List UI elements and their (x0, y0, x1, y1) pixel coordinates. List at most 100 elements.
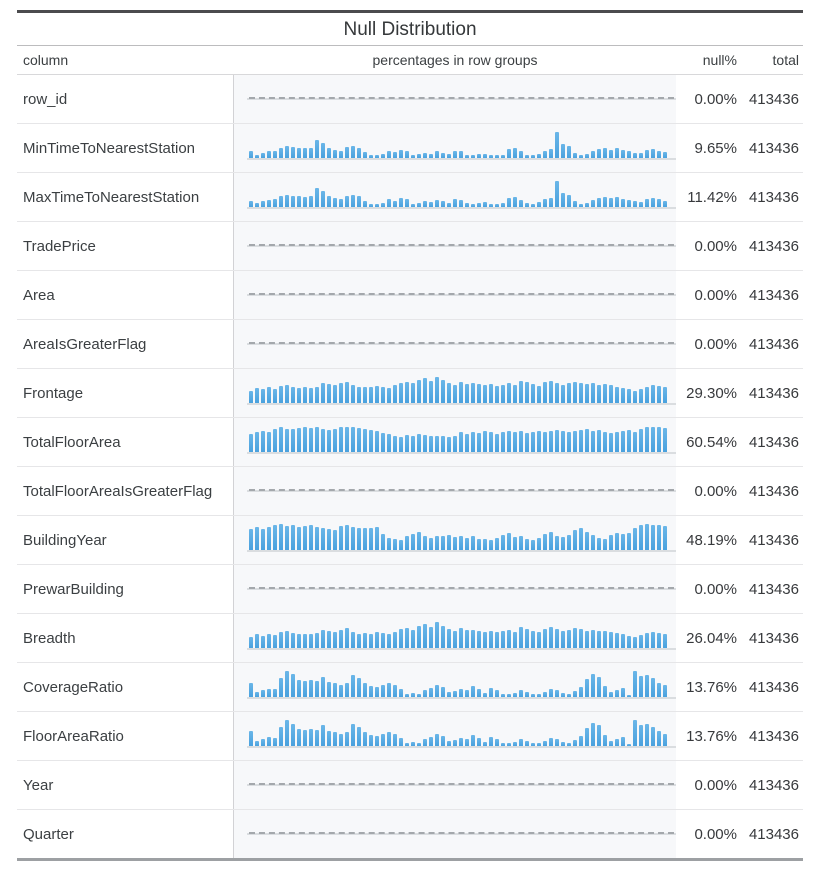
histogram-bar (279, 727, 283, 746)
histogram-bar (285, 631, 289, 648)
histogram-bar (483, 539, 487, 550)
histogram-bar (375, 155, 379, 158)
histogram-bar (423, 536, 427, 550)
histogram-bar (531, 204, 535, 207)
null-percent-cell: 0.00% (694, 335, 737, 353)
histogram-bar (603, 432, 607, 452)
histogram-bar (567, 383, 571, 403)
sparkline-baseline (247, 490, 676, 492)
histogram-bar (489, 737, 493, 746)
header-total: total (772, 52, 799, 68)
histogram-bar (633, 153, 637, 158)
histogram-bar (525, 433, 529, 452)
null-percent-cell: 11.42% (687, 188, 737, 206)
histogram-bar (345, 382, 349, 403)
histogram-bar (621, 534, 625, 550)
histogram-bar (273, 199, 277, 207)
histogram-bar (633, 637, 637, 648)
histogram-bar (501, 432, 505, 452)
histogram-bar (555, 536, 559, 550)
histogram-bar (531, 540, 535, 550)
histogram-bar (333, 632, 337, 648)
header-column: column (23, 52, 69, 68)
histogram-bar (447, 741, 451, 746)
histogram-bar (591, 431, 595, 452)
table-row: Frontage 29.30% 413436 (17, 369, 803, 418)
histogram-bar (555, 383, 559, 403)
histogram-bar (561, 144, 565, 158)
histogram-bar (327, 196, 331, 207)
sparkline-cell (234, 320, 676, 368)
histogram-bar (279, 427, 283, 452)
histogram-bar (471, 432, 475, 452)
histogram-bar (525, 741, 529, 746)
histogram-bar (633, 391, 637, 403)
histogram-bar (279, 678, 283, 697)
total-cell: 413436 (748, 678, 799, 696)
histogram-bar (375, 736, 379, 746)
histogram-bar (477, 689, 481, 697)
histogram-bar (531, 694, 535, 697)
histogram-bar (591, 383, 595, 403)
histogram-bar (375, 204, 379, 207)
histogram-bar (435, 377, 439, 403)
histogram-bar (651, 385, 655, 403)
histogram-bar (369, 430, 373, 452)
sparkline-cell (234, 173, 676, 221)
histogram-bar (459, 151, 463, 158)
histogram-bar (267, 151, 271, 158)
histogram-bar (345, 427, 349, 452)
histogram-bar (285, 671, 289, 697)
histogram-bar (249, 731, 253, 746)
histogram-bar (315, 140, 319, 158)
histogram-bar (333, 530, 337, 550)
total-cell: 413436 (748, 188, 799, 206)
sparkline-cell (234, 75, 676, 123)
sparkline-baseline (247, 245, 676, 247)
histogram-bar (351, 146, 355, 158)
zero-null-dashed-line (249, 489, 674, 491)
histogram-bar (447, 383, 451, 403)
histogram-bar (663, 201, 667, 207)
table-row: MinTimeToNearestStation 9.65% 413436 (17, 124, 803, 173)
histogram-bar (525, 539, 529, 550)
histogram-bar (609, 150, 613, 158)
histogram-bar (519, 536, 523, 550)
sparkline-baseline (247, 158, 676, 160)
histogram-bar (291, 387, 295, 403)
sparkline-cell (234, 761, 676, 809)
histogram-bar (483, 431, 487, 452)
histogram-bar (591, 200, 595, 207)
histogram-bar (315, 387, 319, 403)
histogram-bar (249, 529, 253, 550)
histogram-bar (333, 385, 337, 403)
null-percent-cell: 0.00% (694, 90, 737, 108)
histogram-bar (639, 725, 643, 746)
histogram-bar (573, 628, 577, 648)
histogram-bar (279, 196, 283, 207)
histogram-bar (321, 143, 325, 158)
histogram-bar (507, 630, 511, 648)
histogram-bar (651, 149, 655, 158)
histogram-bar (597, 631, 601, 648)
null-histogram (249, 132, 667, 158)
histogram-bar (537, 632, 541, 648)
histogram-bar (441, 201, 445, 207)
histogram-bar (459, 628, 463, 648)
histogram-bar (663, 685, 667, 697)
histogram-bar (267, 737, 271, 746)
histogram-bar (657, 731, 661, 746)
histogram-bar (321, 630, 325, 648)
histogram-bar (405, 628, 409, 648)
histogram-bar (351, 385, 355, 403)
histogram-bar (615, 432, 619, 452)
histogram-bar (417, 532, 421, 550)
histogram-bar (417, 743, 421, 746)
histogram-bar (297, 527, 301, 550)
histogram-bar (591, 674, 595, 697)
table-row: TradePrice 0.00% 413436 (17, 222, 803, 271)
histogram-bar (645, 427, 649, 452)
histogram-bar (471, 735, 475, 746)
histogram-bar (633, 201, 637, 207)
histogram-bar (435, 734, 439, 746)
